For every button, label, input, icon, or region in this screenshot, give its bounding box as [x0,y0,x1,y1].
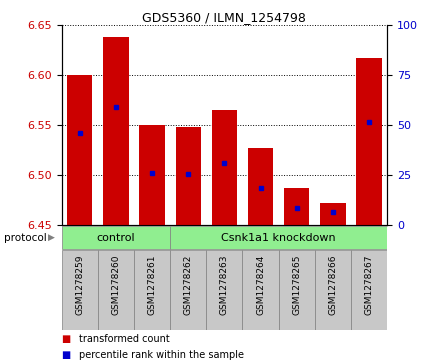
Bar [176,127,201,225]
Bar [170,227,387,249]
Text: ■: ■ [62,350,71,360]
Bar [248,148,273,225]
Bar [139,125,165,225]
Bar [212,110,237,225]
Text: ▶: ▶ [48,233,55,242]
Bar [206,250,242,330]
Bar [356,58,382,225]
Bar [170,250,206,330]
Text: transformed count: transformed count [79,334,170,344]
Text: GSM1278262: GSM1278262 [184,254,193,315]
Text: GSM1278265: GSM1278265 [292,254,301,315]
Bar [315,250,351,330]
Bar [62,227,170,249]
Bar [62,250,98,330]
Text: GSM1278266: GSM1278266 [328,254,337,315]
Bar [351,250,387,330]
Text: GSM1278264: GSM1278264 [256,254,265,315]
Text: GSM1278261: GSM1278261 [147,254,157,315]
Text: control: control [96,233,135,243]
Text: protocol: protocol [4,233,47,243]
Title: GDS5360 / ILMN_1254798: GDS5360 / ILMN_1254798 [143,11,306,24]
Bar [98,250,134,330]
Text: GSM1278260: GSM1278260 [111,254,121,315]
Bar [242,250,279,330]
Text: GSM1278263: GSM1278263 [220,254,229,315]
Bar [103,37,128,225]
Bar [320,203,345,225]
Text: GSM1278267: GSM1278267 [365,254,374,315]
Bar [279,250,315,330]
Bar [67,76,92,225]
Text: ■: ■ [62,334,71,344]
Text: percentile rank within the sample: percentile rank within the sample [79,350,244,360]
Text: GSM1278259: GSM1278259 [75,254,84,315]
Text: Csnk1a1 knockdown: Csnk1a1 knockdown [221,233,336,243]
Bar [284,188,309,225]
Bar [134,250,170,330]
